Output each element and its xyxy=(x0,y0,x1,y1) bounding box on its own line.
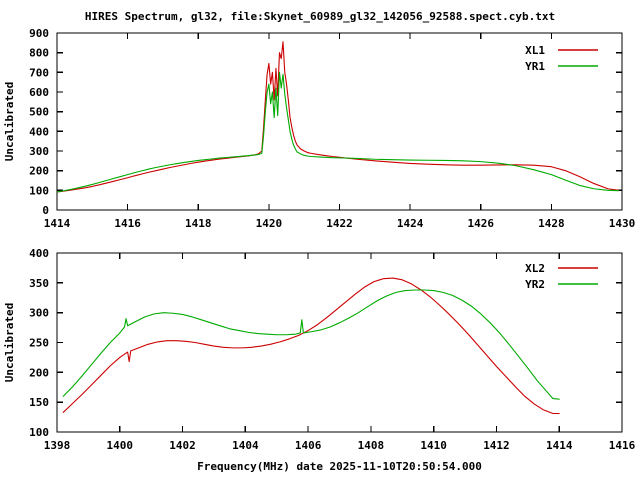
series-line-xl1 xyxy=(57,41,620,193)
y-axis-label: Uncalibrated xyxy=(3,82,16,161)
legend-label-xl1: XL1 xyxy=(525,44,545,57)
series-line-yr2 xyxy=(62,289,560,400)
x-tick-label: 1416 xyxy=(114,217,141,230)
x-axis-label: Frequency(MHz) date 2025-11-10T20:50:54.… xyxy=(197,460,482,473)
figure-title: HIRES Spectrum, gl32, file:Skynet_60989_… xyxy=(85,10,555,23)
y-tick-label: 100 xyxy=(29,426,49,439)
x-tick-label: 1408 xyxy=(358,439,385,452)
y-tick-label: 150 xyxy=(29,396,49,409)
y-tick-label: 0 xyxy=(42,204,49,217)
y-tick-label: 300 xyxy=(29,145,49,158)
x-tick-label: 1428 xyxy=(538,217,565,230)
legend-label-yr2: YR2 xyxy=(525,278,545,291)
x-tick-label: 1412 xyxy=(483,439,510,452)
x-tick-label: 1404 xyxy=(232,439,259,452)
x-tick-label: 1414 xyxy=(44,217,71,230)
y-tick-label: 400 xyxy=(29,247,49,260)
y-axis-label: Uncalibrated xyxy=(3,303,16,382)
x-tick-label: 1426 xyxy=(468,217,495,230)
x-tick-label: 1430 xyxy=(609,217,636,230)
y-tick-label: 100 xyxy=(29,184,49,197)
x-tick-label: 1414 xyxy=(546,439,573,452)
x-tick-label: 1424 xyxy=(397,217,424,230)
x-tick-label: 1416 xyxy=(609,439,636,452)
x-tick-label: 1406 xyxy=(295,439,322,452)
x-tick-label: 1410 xyxy=(420,439,447,452)
x-tick-label: 1402 xyxy=(169,439,196,452)
y-tick-label: 500 xyxy=(29,106,49,119)
y-tick-label: 600 xyxy=(29,86,49,99)
y-tick-label: 350 xyxy=(29,277,49,290)
y-tick-label: 300 xyxy=(29,307,49,320)
x-tick-label: 1400 xyxy=(107,439,134,452)
x-tick-label: 1420 xyxy=(256,217,283,230)
y-tick-label: 200 xyxy=(29,366,49,379)
series-line-yr1 xyxy=(57,71,620,193)
y-tick-label: 800 xyxy=(29,47,49,60)
x-tick-label: 1422 xyxy=(326,217,353,230)
y-tick-label: 400 xyxy=(29,125,49,138)
y-tick-label: 200 xyxy=(29,165,49,178)
x-tick-label: 1398 xyxy=(44,439,71,452)
legend-label-yr1: YR1 xyxy=(525,60,545,73)
top-panel: 1414 1416 1418 1420 1422 1424 1426 1428 1430 0 100… xyxy=(3,27,635,230)
y-tick-label: 900 xyxy=(29,27,49,40)
y-tick-label: 700 xyxy=(29,66,49,79)
x-tick-label: 1418 xyxy=(185,217,212,230)
bottom-panel: 1398 1400 1402 1404 1406 1408 1410 1412 1414 1416… xyxy=(3,247,636,473)
y-tick-label: 250 xyxy=(29,337,49,350)
legend-label-xl2: XL2 xyxy=(525,262,545,275)
